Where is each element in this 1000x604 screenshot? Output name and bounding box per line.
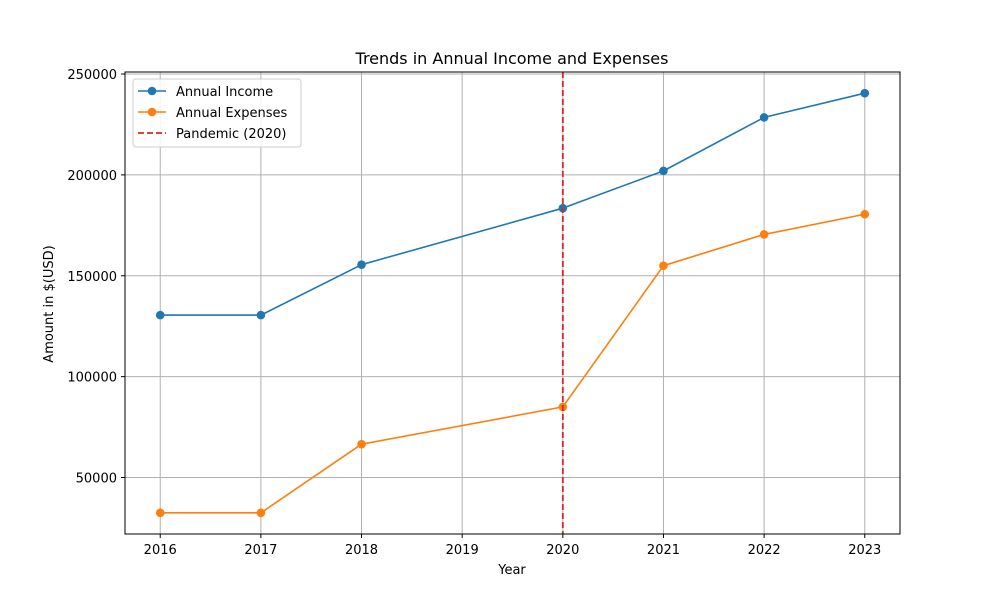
x-tick-label: 2022 bbox=[748, 543, 781, 558]
legend-marker-swatch bbox=[147, 107, 157, 117]
series-1-point bbox=[759, 113, 769, 122]
x-tick-label: 2020 bbox=[546, 543, 579, 558]
y-tick-label: 250000 bbox=[67, 68, 117, 83]
y-axis-label: Amount in $(USD) bbox=[42, 245, 57, 362]
series-2-point bbox=[155, 508, 165, 518]
series-2-point bbox=[256, 508, 266, 518]
x-tick-label: 2016 bbox=[144, 543, 177, 558]
plot-frame bbox=[124, 71, 901, 535]
series-2-point bbox=[860, 209, 870, 219]
legend-label: Annual Income bbox=[176, 85, 273, 100]
legend-label: Annual Expenses bbox=[176, 106, 287, 121]
y-tick-label: 100000 bbox=[67, 371, 117, 386]
legend-box bbox=[132, 78, 302, 148]
x-tick-label: 2021 bbox=[647, 543, 680, 558]
y-tick-label: 150000 bbox=[67, 270, 117, 285]
x-tick-label: 2023 bbox=[848, 543, 881, 558]
series-1-point bbox=[860, 88, 870, 98]
series-layer bbox=[155, 72, 870, 534]
legend: Annual Income Annual Expenses Pandemic (20… bbox=[132, 78, 302, 148]
series-2-point bbox=[659, 261, 668, 270]
series-1-point bbox=[155, 310, 165, 320]
series-1-point bbox=[256, 310, 266, 320]
series-2-point bbox=[759, 230, 769, 239]
y-tick-label: 200000 bbox=[67, 169, 117, 184]
grid-layer bbox=[125, 72, 900, 534]
legend-label: Pandemic (2020) bbox=[176, 127, 287, 142]
legend-marker-swatch bbox=[147, 86, 157, 96]
y-tick-label: 50000 bbox=[76, 472, 117, 487]
chart-title: Trends in Annual Income and Expenses bbox=[355, 49, 669, 68]
series-1-point bbox=[357, 260, 366, 269]
x-tick-label: 2019 bbox=[446, 543, 479, 558]
ticks-layer: 2016 2017 2018 2019 2020 2021 2022 2023 50000 100… bbox=[67, 68, 881, 558]
series-1-point bbox=[659, 166, 668, 176]
x-axis-label: Year bbox=[497, 563, 526, 578]
x-tick-label: 2018 bbox=[345, 543, 378, 558]
axes-layer bbox=[124, 71, 901, 535]
x-tick-label: 2017 bbox=[244, 543, 277, 558]
series-2-point bbox=[357, 439, 366, 449]
